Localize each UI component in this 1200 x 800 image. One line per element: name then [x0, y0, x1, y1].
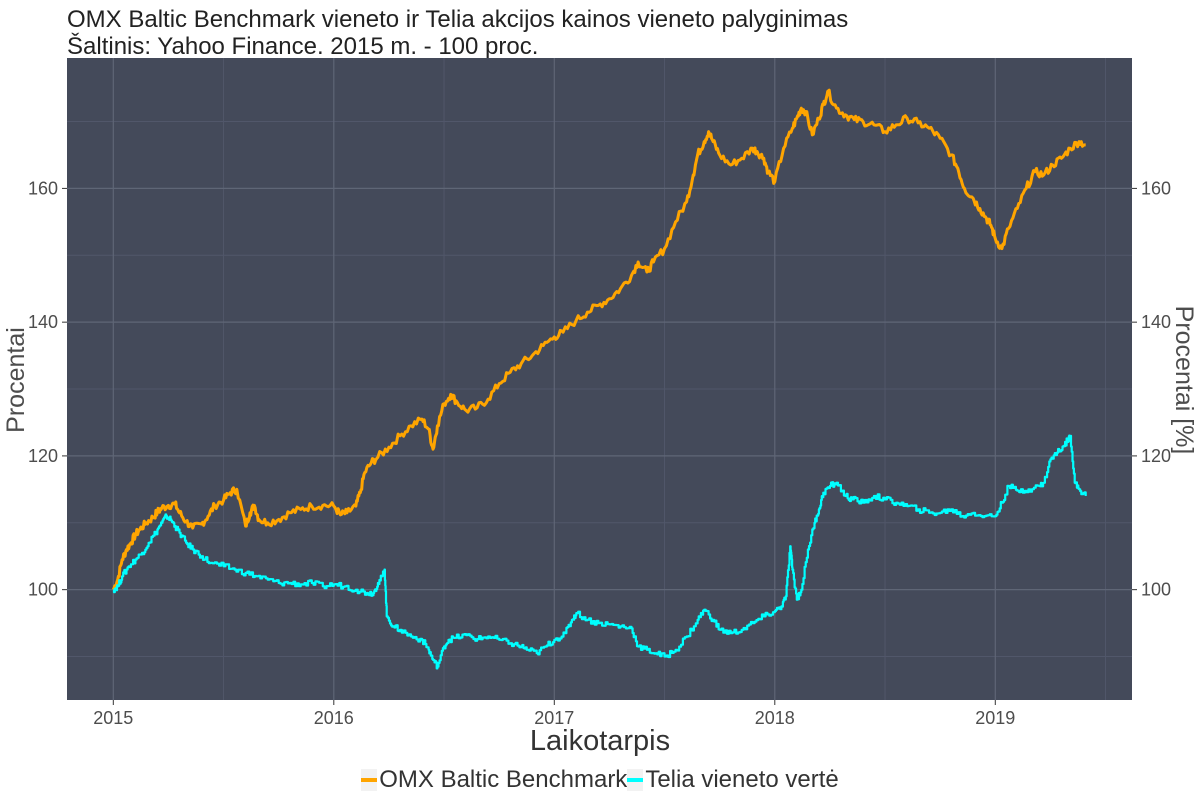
- x-axis-title: Laikotarpis: [530, 725, 670, 757]
- legend-key-omx: [361, 769, 378, 791]
- y-tick-label-left: 160: [28, 178, 58, 198]
- chart-subtitle: Šaltinis: Yahoo Finance. 2015 m. - 100 p…: [67, 33, 539, 60]
- legend-label-telia: Telia vieneto vertė: [645, 766, 839, 793]
- y-tick-label-right: 160: [1141, 178, 1171, 198]
- y-tick-label-left: 120: [28, 446, 58, 466]
- y-axis-title-left: Procentai: [2, 327, 30, 433]
- legend: OMX Baltic Benchmark Telia vieneto vertė: [0, 766, 1200, 794]
- grid-lines: [67, 58, 1132, 700]
- legend-key-telia: [627, 769, 644, 791]
- y-axis-title-right: Procentai [%]: [1170, 306, 1198, 455]
- series-lines: [111, 88, 1087, 670]
- y-tick-label-left: 100: [28, 580, 58, 600]
- legend-item-omx: OMX Baltic Benchmark: [361, 766, 627, 794]
- legend-label-omx: OMX Baltic Benchmark: [379, 766, 628, 793]
- axis-ticks: 100 100 120 120 140 140 160 160 2015 2016 2017 2018…: [28, 178, 1171, 728]
- x-tick-label: 2016: [314, 708, 354, 728]
- y-tick-label-right: 100: [1141, 580, 1171, 600]
- y-tick-label-right: 140: [1141, 312, 1171, 332]
- x-tick-label: 2015: [93, 708, 133, 728]
- chart-title: OMX Baltic Benchmark vieneto ir Telia ak…: [67, 6, 849, 33]
- series-line-telia: [112, 434, 1087, 670]
- x-tick-label: 2017: [534, 708, 574, 728]
- legend-item-telia: Telia vieneto vertė: [627, 766, 839, 794]
- y-tick-label-left: 140: [28, 312, 58, 332]
- x-tick-label: 2018: [755, 708, 795, 728]
- series-line-omx: [111, 88, 1087, 591]
- plot-panel: [67, 58, 1132, 700]
- y-tick-label-right: 120: [1141, 446, 1171, 466]
- x-tick-label: 2019: [975, 708, 1015, 728]
